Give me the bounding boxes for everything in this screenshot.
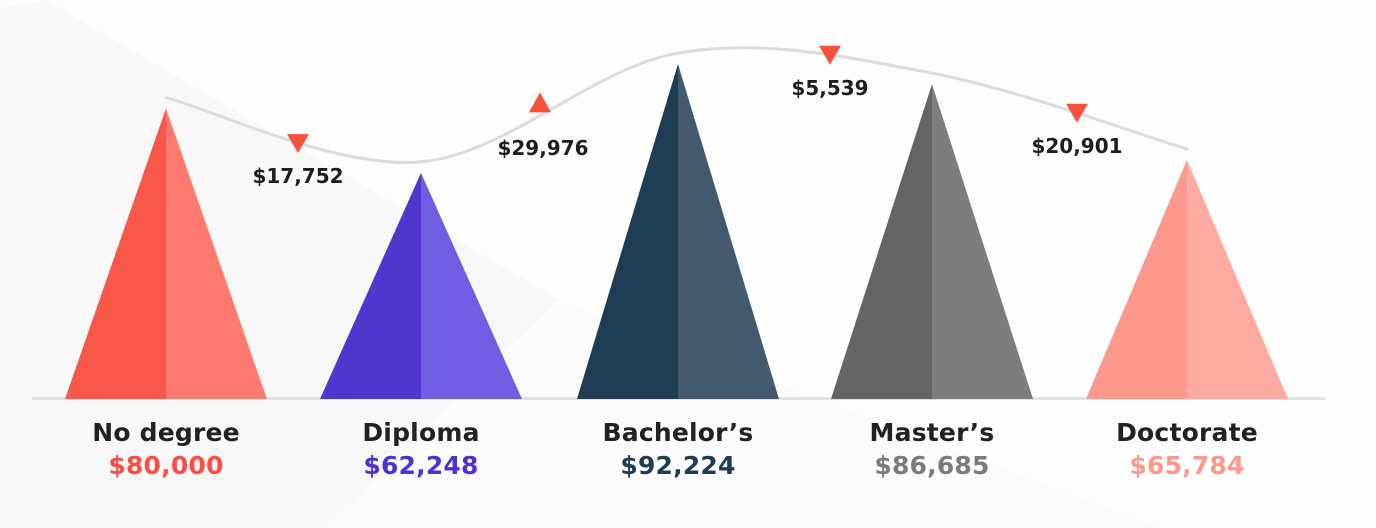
- peak-left-3: [831, 84, 932, 400]
- trend-curve: [164, 46, 1189, 165]
- peak-left-0: [65, 108, 166, 399]
- diff-marker-down-icon: [819, 45, 841, 65]
- peak-left-4: [1086, 160, 1187, 399]
- peak-right-2: [678, 64, 779, 399]
- diff-marker-down-icon: [1066, 103, 1088, 123]
- peak-left-1: [320, 172, 421, 399]
- peak-right-4: [1187, 160, 1288, 399]
- diff-marker-down-icon: [287, 134, 309, 154]
- peak-right-3: [932, 84, 1033, 400]
- peak-right-1: [421, 172, 522, 399]
- background-accent-shape-2: [325, 302, 1160, 528]
- peak-left-2: [577, 64, 678, 399]
- peak-right-0: [166, 108, 267, 399]
- diff-marker-up-icon: [529, 92, 551, 113]
